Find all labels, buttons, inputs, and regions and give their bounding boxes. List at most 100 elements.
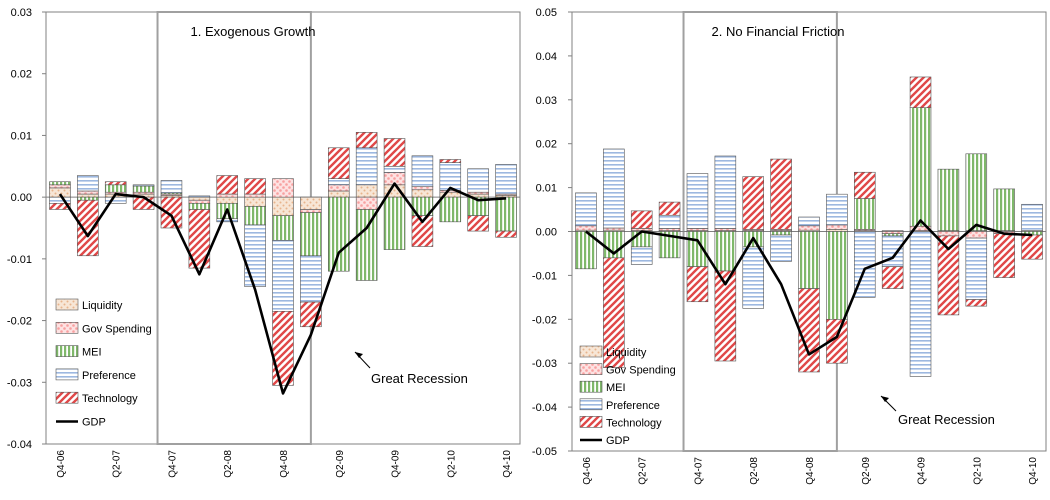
bar-preference: [412, 156, 433, 187]
bar-gov_spending: [799, 226, 820, 230]
bar-gov_spending: [273, 179, 294, 198]
chart-panel-no-financial-friction: 0.050.040.030.020.010.00-0.01-0.02-0.03-…: [532, 7, 1046, 485]
x-tick-label: Q4-08: [279, 450, 290, 478]
chart-title: 2. No Financial Friction: [712, 24, 845, 39]
y-tick-label: 0.01: [536, 183, 557, 195]
x-tick-label: Q4-07: [168, 450, 179, 478]
y-tick-label: 0.02: [11, 69, 32, 81]
bar-technology: [161, 197, 182, 228]
bar-mei: [273, 216, 294, 241]
bar-technology: [328, 148, 349, 179]
legend-swatch-gov_spending: [580, 364, 602, 375]
legend-label: Preference: [82, 370, 136, 382]
bar-liquidity: [217, 197, 238, 203]
bar-gov_spending: [715, 228, 736, 230]
y-tick-label: -0.01: [7, 254, 32, 266]
legend-swatch-mei: [580, 381, 602, 392]
x-tick-label: Q4-09: [391, 450, 402, 478]
legend-label: Technology: [82, 393, 138, 405]
bar-mei: [189, 203, 210, 209]
x-tick-label: Q4-06: [56, 450, 67, 478]
bar-mei: [49, 182, 70, 185]
y-tick-label: -0.02: [532, 314, 557, 326]
y-tick-label: -0.04: [532, 402, 557, 414]
y-tick-label: 0.03: [11, 7, 32, 19]
bar-technology: [687, 267, 708, 302]
bar-gov_spending: [826, 225, 847, 229]
legend-label: MEI: [82, 347, 102, 359]
bar-gov_spending: [300, 209, 321, 212]
x-tick-label: Q4-06: [582, 457, 593, 485]
bar-preference: [799, 217, 820, 226]
bar-liquidity: [77, 194, 98, 197]
bar-mei: [771, 232, 792, 236]
bar-preference: [687, 174, 708, 229]
x-tick-label: Q4-10: [502, 450, 513, 478]
bar-liquidity: [412, 190, 433, 197]
bar-mei: [300, 213, 321, 256]
bar-gov_spending: [603, 228, 624, 230]
bar-liquidity: [356, 185, 377, 197]
bar-mei: [440, 197, 461, 222]
bar-mei: [384, 197, 405, 249]
bar-technology: [273, 311, 294, 385]
bar-gov_spending: [687, 228, 708, 230]
bar-preference: [910, 232, 931, 377]
bar-gov_spending: [189, 200, 210, 203]
y-tick-label: -0.04: [7, 439, 32, 451]
bar-preference: [659, 215, 680, 228]
bar-preference: [603, 149, 624, 228]
bar-mei: [882, 234, 903, 236]
bar-preference: [49, 197, 70, 203]
bar-technology: [882, 267, 903, 289]
bar-gov_spending: [575, 226, 596, 230]
bar-mei: [966, 154, 987, 231]
legend-swatch-technology: [580, 416, 602, 427]
bar-technology: [854, 172, 875, 198]
bar-technology: [105, 182, 126, 185]
x-tick-label: Q4-10: [1028, 457, 1039, 485]
bar-preference: [217, 219, 238, 222]
legend-label: MEI: [606, 382, 626, 394]
chart-title: 1. Exogenous Growth: [190, 24, 315, 39]
bar-mei: [826, 232, 847, 320]
bar-preference: [468, 169, 489, 192]
bar-gov_spending: [356, 197, 377, 209]
y-tick-label: 0.03: [536, 95, 557, 107]
bar-mei: [938, 169, 959, 230]
x-tick-label: Q2-07: [112, 450, 123, 478]
bar-preference: [631, 247, 652, 265]
bar-mei: [854, 199, 875, 230]
bar-liquidity: [328, 191, 349, 197]
y-tick-label: -0.03: [532, 358, 557, 370]
bar-liquidity: [826, 229, 847, 231]
y-tick-label: -0.05: [532, 446, 557, 458]
y-tick-label: 0.02: [536, 139, 557, 151]
bar-preference: [245, 225, 266, 287]
bar-gov_spending: [659, 228, 680, 230]
x-tick-label: Q2-09: [861, 457, 872, 485]
x-tick-label: Q2-09: [335, 450, 346, 478]
bar-technology: [356, 132, 377, 147]
bar-gov_spending: [882, 232, 903, 234]
y-tick-label: -0.03: [7, 377, 32, 389]
bar-preference: [1022, 204, 1043, 230]
bar-mei: [105, 185, 126, 192]
legend-swatch-preference: [580, 399, 602, 410]
bar-mei: [715, 232, 736, 272]
legend-label: Gov Spending: [82, 323, 152, 335]
bar-liquidity: [189, 197, 210, 200]
legend-label: Gov Spending: [606, 365, 676, 377]
bar-technology: [77, 200, 98, 256]
bar-preference: [743, 247, 764, 308]
bar-mei: [77, 197, 98, 200]
legend-label: Preference: [606, 400, 660, 412]
bar-technology: [496, 231, 517, 237]
bar-technology: [631, 211, 652, 229]
bar-technology: [468, 216, 489, 231]
bar-liquidity: [273, 197, 294, 216]
bar-preference: [384, 166, 405, 172]
x-tick-label: Q2-10: [446, 450, 457, 478]
bar-technology: [440, 160, 461, 163]
